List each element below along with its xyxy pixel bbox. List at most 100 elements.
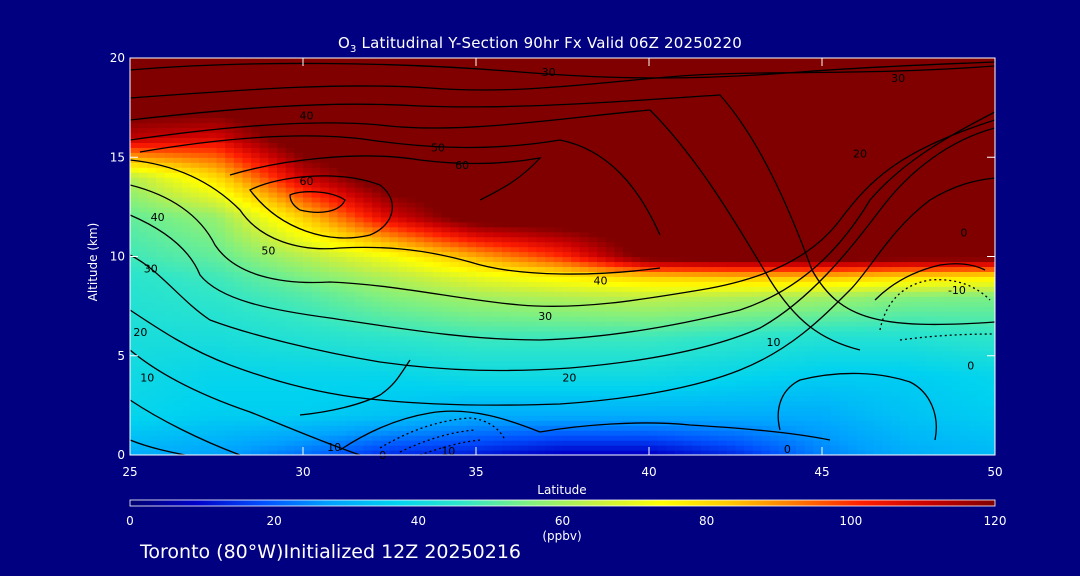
- heatmap-cell: [649, 350, 659, 357]
- heatmap-cell: [173, 340, 183, 347]
- heatmap-cell: [977, 410, 987, 416]
- heatmap-cell: [147, 231, 157, 238]
- heatmap-cell: [501, 450, 512, 455]
- heatmap-cell: [778, 425, 788, 431]
- heatmap-cell: [216, 345, 226, 352]
- heatmap-cell: [536, 370, 546, 377]
- heatmap-cell: [856, 291, 866, 297]
- heatmap-cell: [458, 395, 468, 402]
- heatmap-cell: [899, 420, 910, 426]
- heatmap-cell: [657, 380, 667, 387]
- heatmap-cell: [614, 236, 624, 243]
- heatmap-cell: [934, 231, 944, 238]
- heatmap-cell: [406, 390, 417, 397]
- heatmap-cell: [847, 330, 858, 337]
- heatmap-cell: [951, 276, 961, 282]
- heatmap-cell: [320, 365, 330, 372]
- heatmap-cell: [623, 321, 633, 327]
- heatmap-cell: [822, 316, 832, 322]
- heatmap-cell: [744, 385, 754, 392]
- heatmap-cell: [588, 241, 598, 248]
- heatmap-cell: [666, 405, 676, 411]
- heatmap-cell: [752, 236, 763, 243]
- heatmap-cell: [804, 450, 814, 455]
- heatmap-cell: [692, 221, 702, 228]
- heatmap-cell: [830, 286, 840, 292]
- heatmap-cell: [259, 410, 269, 416]
- heatmap-cell: [406, 365, 417, 372]
- heatmap-cell: [960, 231, 970, 238]
- heatmap-cell: [839, 301, 849, 307]
- heatmap-cell: [225, 405, 235, 411]
- heatmap-cell: [363, 251, 373, 258]
- heatmap-cell: [770, 445, 780, 451]
- heatmap-cell: [519, 306, 529, 312]
- heatmap-cell: [666, 206, 676, 213]
- heatmap-cell: [986, 345, 995, 352]
- heatmap-cell: [571, 355, 581, 362]
- heatmap-cell: [527, 435, 538, 441]
- heatmap-cell: [277, 410, 287, 416]
- heatmap-cell: [778, 211, 788, 218]
- heatmap-cell: [977, 360, 987, 367]
- heatmap-cell: [450, 435, 460, 441]
- heatmap-cell: [908, 226, 918, 233]
- heatmap-cell: [553, 301, 564, 307]
- heatmap-cell: [147, 420, 157, 426]
- heatmap-cell: [977, 435, 987, 441]
- heatmap-cell: [562, 360, 572, 367]
- heatmap-cell: [233, 271, 244, 277]
- heatmap-cell: [190, 271, 200, 277]
- heatmap-cell: [735, 321, 745, 327]
- heatmap-cell: [207, 246, 218, 253]
- heatmap-cell: [527, 221, 538, 228]
- heatmap-cell: [882, 395, 892, 402]
- heatmap-cell: [925, 246, 936, 253]
- heatmap-cell: [303, 296, 313, 302]
- heatmap-cell: [770, 296, 780, 302]
- heatmap-cell: [631, 340, 641, 347]
- heatmap-cell: [683, 405, 693, 411]
- heatmap-cell: [917, 301, 927, 307]
- heatmap-cell: [173, 296, 183, 302]
- heatmap-cell: [225, 316, 235, 322]
- heatmap-cell: [328, 306, 339, 312]
- heatmap-cell: [138, 415, 148, 421]
- heatmap-cell: [631, 206, 641, 213]
- heatmap-cell: [372, 216, 382, 223]
- heatmap-cell: [553, 276, 564, 282]
- heatmap-cell: [813, 450, 823, 455]
- heatmap-cell: [960, 216, 970, 223]
- heatmap-cell: [432, 281, 442, 287]
- heatmap-cell: [865, 430, 875, 436]
- heatmap-cell: [311, 271, 321, 277]
- heatmap-cell: [579, 425, 590, 431]
- heatmap-cell: [225, 425, 235, 431]
- heatmap-cell: [804, 276, 814, 282]
- heatmap-cell: [778, 340, 788, 347]
- heatmap-cell: [130, 216, 140, 223]
- heatmap-cell: [233, 261, 244, 268]
- heatmap-cell: [649, 216, 659, 223]
- heatmap-cell: [363, 261, 373, 268]
- heatmap-cell: [233, 395, 244, 402]
- heatmap-cell: [726, 385, 737, 392]
- heatmap-cell: [303, 226, 313, 233]
- heatmap-cell: [822, 236, 832, 243]
- heatmap-cell: [398, 301, 408, 307]
- heatmap-cell: [285, 335, 295, 342]
- heatmap-cell: [311, 266, 321, 272]
- heatmap-cell: [199, 256, 209, 263]
- heatmap-cell: [259, 206, 269, 213]
- heatmap-cell: [519, 335, 529, 342]
- heatmap-cell: [354, 231, 365, 238]
- heatmap-cell: [216, 385, 226, 392]
- heatmap-cell: [822, 365, 832, 372]
- heatmap-cell: [822, 450, 832, 455]
- heatmap-cell: [510, 316, 520, 322]
- heatmap-cell: [899, 340, 910, 347]
- heatmap-cell: [467, 390, 477, 397]
- heatmap-cell: [207, 380, 218, 387]
- heatmap-cell: [268, 281, 278, 287]
- heatmap-cell: [951, 236, 961, 243]
